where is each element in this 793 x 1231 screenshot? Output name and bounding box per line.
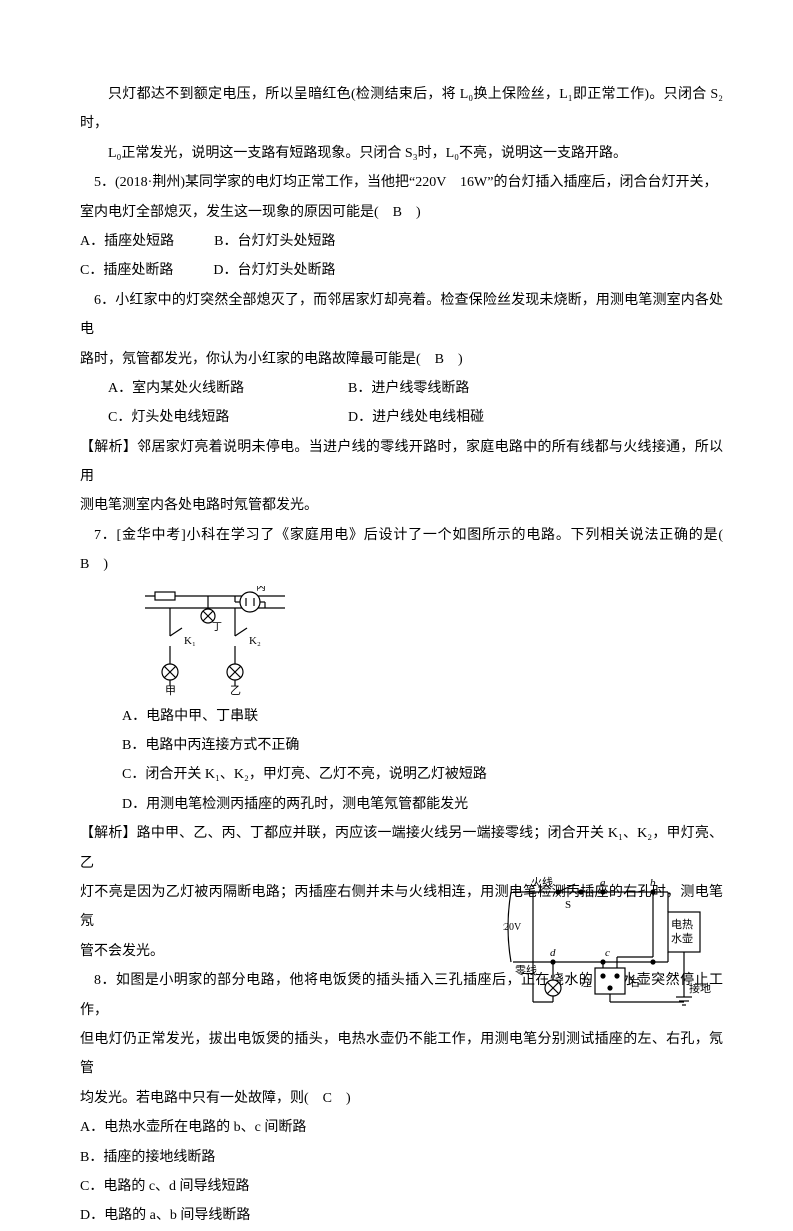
fig2-220v: 220V bbox=[503, 922, 522, 933]
q5-line2: 室内电灯全部熄灭，发生这一现象的原因可能是( B ) bbox=[80, 198, 723, 227]
fig1-ding-label: 丁 bbox=[212, 622, 222, 633]
q7-line1: 7．[金华中考]小科在学习了《家庭用电》后设计了一个如图所示的电路。下列相关说法… bbox=[80, 521, 723, 580]
q5-line1: 5．(2018·荆州)某同学家的电灯均正常工作，当他把“220V 16W”的台灯… bbox=[80, 168, 723, 197]
q8-line2: 但电灯仍正常发光，拔出电饭煲的插头，电热水壶仍不能工作，用测电笔分别测试插座的左… bbox=[80, 1025, 723, 1084]
fig2-c: c bbox=[605, 947, 610, 959]
q7-option-d: D．用测电笔检测丙插座的两孔时，测电笔氖管都能发光 bbox=[122, 790, 723, 819]
q6-line2: 路时，氖管都发光，你认为小红家的电路故障最可能是( B ) bbox=[80, 345, 723, 374]
q7-option-c: C．闭合开关 K₁、K₂，甲灯亮、乙灯不亮，说明乙灯被短路 bbox=[122, 760, 723, 789]
fig1-k1-label: K₁ bbox=[184, 635, 196, 647]
q6-option-d: D．进户线处电线相碰 bbox=[348, 403, 484, 432]
q8-line3: 均发光。若电路中只有一处故障，则( C ) bbox=[80, 1084, 723, 1113]
fig2-a: a bbox=[600, 877, 606, 889]
fig2-d: d bbox=[550, 947, 556, 959]
q6-option-c: C．灯头处电线短路 bbox=[108, 403, 308, 432]
fig2-kettle1: 电热 bbox=[671, 918, 693, 931]
fig1-yi-label: 乙 bbox=[230, 684, 241, 696]
prev-q-text-1: 只灯都达不到额定电压，所以呈暗红色(检测结束后，将 L₀换上保险丝，L₁即正常工… bbox=[80, 80, 723, 139]
q5-option-a: A．插座处短路 bbox=[80, 227, 174, 256]
q5-option-b: B．台灯灯头处短路 bbox=[214, 227, 335, 256]
fig2-s: S bbox=[565, 899, 571, 911]
fig1-k2-label: K₂ bbox=[249, 635, 261, 647]
fig1-bing-label: 丙 bbox=[256, 586, 266, 593]
fig2-b: b bbox=[650, 877, 656, 889]
q7-explanation-1: 【解析】路中甲、乙、丙、丁都应并联，丙应该一端接火线另一端接零线；闭合开关 K₁… bbox=[80, 819, 723, 878]
q8-option-b: B．插座的接地线断路 bbox=[80, 1143, 723, 1172]
fig2-you: 右 bbox=[629, 975, 640, 989]
fig2-ling: 零线 bbox=[515, 963, 537, 977]
q6-explanation-2: 测电笔测室内各处电路时氖管都发光。 bbox=[80, 491, 723, 520]
fig2-zuo: 左 bbox=[581, 976, 592, 989]
q6-line1: 6．小红家中的灯突然全部熄灭了，而邻居家灯却亮着。检查保险丝发现未烧断，用测电笔… bbox=[80, 286, 723, 345]
q8-circuit-figure: 火线 零线 220V S a b c d 左 右 电热 水壶 接地 bbox=[503, 872, 713, 1012]
q8-option-d: D．电路的 a、b 间导线断路 bbox=[80, 1201, 723, 1230]
q8-option-c: C．电路的 c、d 间导线短路 bbox=[80, 1172, 723, 1201]
q6-option-a: A．室内某处火线断路 bbox=[108, 374, 308, 403]
q7-option-b: B．电路中丙连接方式不正确 bbox=[122, 731, 723, 760]
fig2-huo: 火线 bbox=[531, 875, 553, 889]
fig1-jia-label: 甲 bbox=[165, 685, 176, 696]
prev-q-text-2: L₀正常发光，说明这一支路有短路现象。只闭合 S₃时，L₀不亮，说明这一支路开路… bbox=[80, 139, 723, 168]
fig2-jiedi: 接地 bbox=[689, 982, 711, 995]
q5-option-c: C．插座处断路 bbox=[80, 256, 173, 285]
fig2-kettle2: 水壶 bbox=[671, 931, 693, 945]
q7-option-a: A．电路中甲、丁串联 bbox=[122, 702, 723, 731]
q6-option-b: B．进户线零线断路 bbox=[348, 374, 469, 403]
q7-circuit-figure: K₁ K₂ 甲 乙 丙 丁 bbox=[140, 586, 723, 696]
q8-option-a: A．电热水壶所在电路的 b、c 间断路 bbox=[80, 1113, 723, 1142]
q6-explanation-1: 【解析】邻居家灯亮着说明未停电。当进户线的零线开路时，家庭电路中的所有线都与火线… bbox=[80, 433, 723, 492]
q5-option-d: D．台灯灯头处断路 bbox=[213, 256, 335, 285]
